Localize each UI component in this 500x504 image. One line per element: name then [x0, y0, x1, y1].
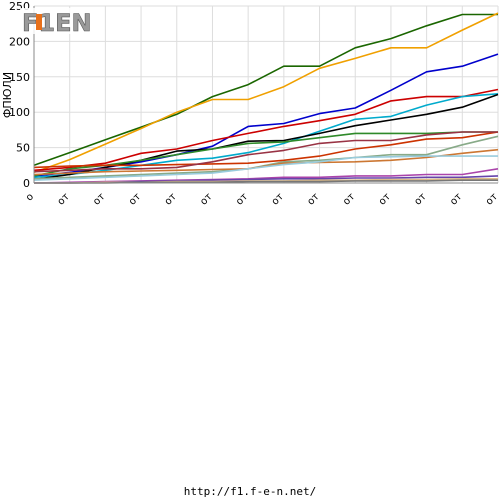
series-line-8: [33, 131, 499, 169]
x-tick-label: от: [448, 191, 464, 207]
logo-accent-mark: [36, 14, 42, 30]
x-tick-label: от: [234, 191, 250, 207]
y-tick-label: 0: [23, 177, 30, 190]
series-line-12: [33, 155, 498, 181]
f1en-logo: F1EN: [20, 8, 98, 37]
logo-text: F1EN: [22, 9, 92, 37]
x-tick-label: от: [127, 191, 143, 207]
footer-url[interactable]: http://f1.f-e-n.net/: [183, 485, 317, 498]
y-tick-label: 100: [9, 106, 30, 119]
grid: [33, 5, 499, 184]
axes: [33, 6, 498, 184]
x-tick-label: от: [91, 191, 107, 207]
x-tick-label: о: [24, 191, 36, 203]
x-tick-label: от: [413, 191, 429, 207]
series-lines: [33, 12, 499, 184]
y-tick-label: 50: [16, 142, 30, 155]
x-tick-label: от: [377, 191, 393, 207]
series-line-6: [33, 93, 499, 181]
x-tick-label: от: [341, 191, 357, 207]
series-line-2: [33, 12, 499, 174]
y-tick-label: 200: [9, 35, 30, 48]
y-tick-label: 150: [9, 71, 30, 84]
x-tick-labels: о от от от от от от от от от от от от от: [24, 191, 500, 207]
y-axis-label: ФПЮЛИ: [1, 72, 14, 118]
x-tick-label: от: [198, 191, 214, 207]
x-tick-label: от: [163, 191, 179, 207]
x-tick-label: от: [305, 191, 321, 207]
x-tick-label: от: [484, 191, 500, 207]
x-tick-label: от: [270, 191, 286, 207]
series-line-7: [33, 131, 498, 177]
series-line-9: [33, 131, 498, 173]
series-line-4: [33, 88, 499, 172]
series-line-1: [33, 13, 498, 167]
x-tick-label: от: [56, 191, 72, 207]
